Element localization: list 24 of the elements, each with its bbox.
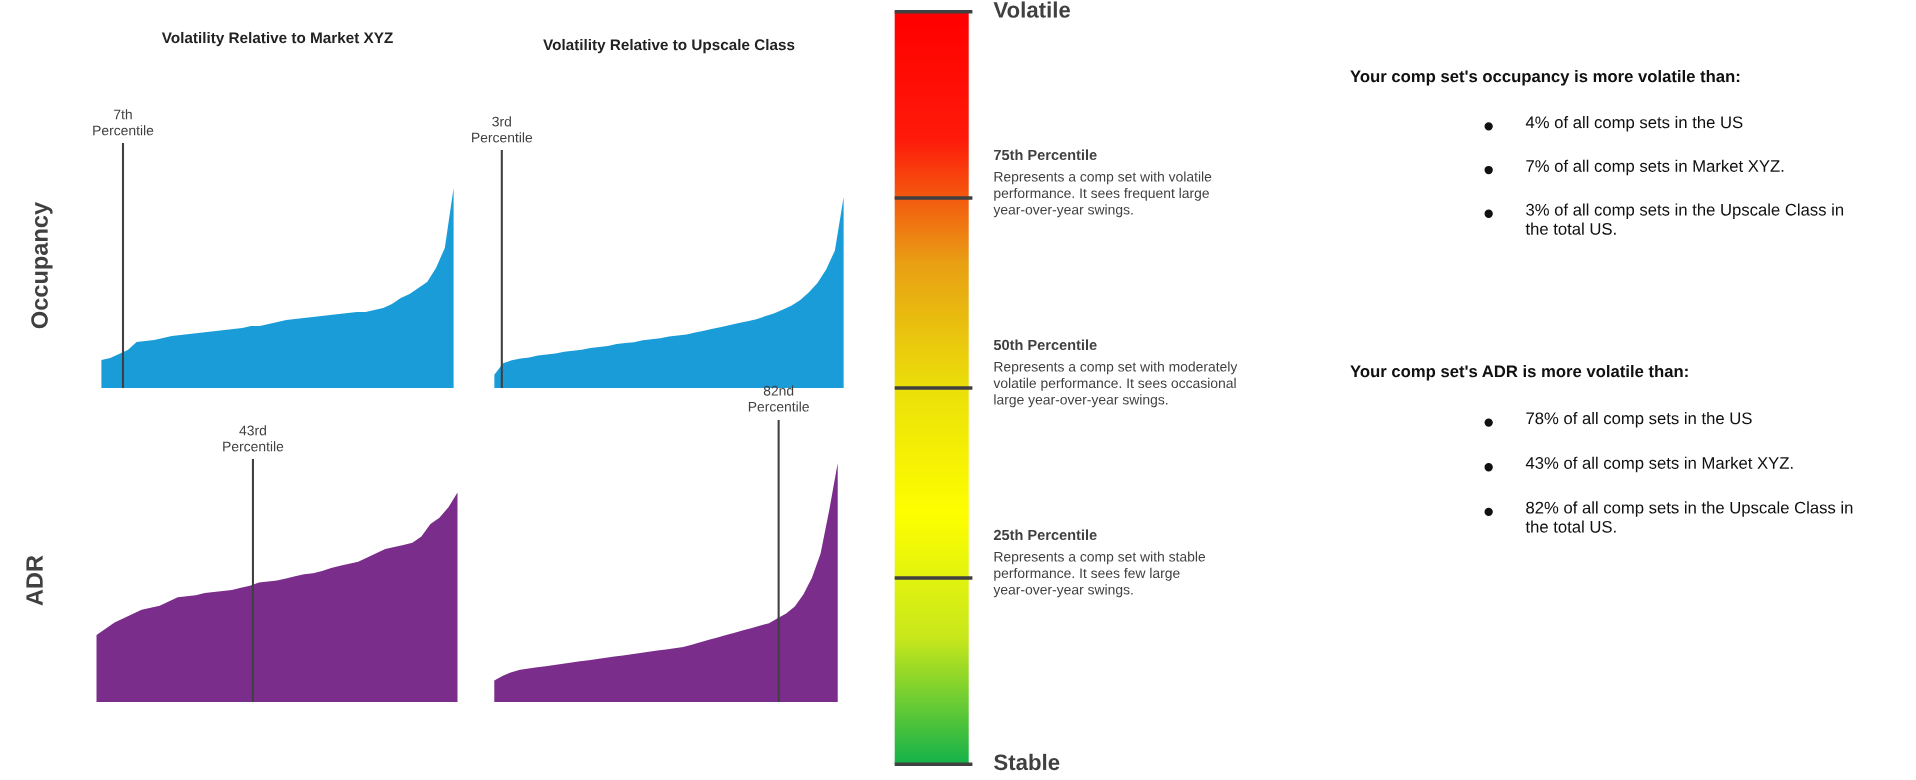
text: Your comp set's ADR is more volatile than:: [1350, 365, 1688, 381]
text: 7% of all comp sets in Market XYZ.: [1526, 159, 1784, 176]
text: 4% of all comp sets in the US: [1525, 116, 1743, 132]
text: Your comp set's occupancy is more volatile than:: [1350, 70, 1740, 86]
text: 3rd Percentile: [472, 116, 533, 143]
text: 50th Percentile: [993, 339, 1097, 351]
text: 75th Percentile: [994, 149, 1097, 161]
text: 3% of all comp sets in the Upscale Class in the total US.: [1525, 203, 1844, 235]
text: 82% of all comp sets in the Upscale Class in the total US.: [1525, 501, 1853, 533]
text: Stable: [994, 753, 1060, 771]
text: 25th Percentile: [993, 529, 1097, 541]
text: 43rd Percentile: [223, 425, 284, 452]
text: Represents a comp set with moderately volatile performance. It sees occasional large year-over-year swings.: [993, 361, 1238, 408]
annotation: 82nd Percentile: [748, 385, 809, 412]
y-axis-title: ADR: [26, 555, 43, 606]
text: Volatile: [993, 1, 1071, 18]
text: Represents a comp set with stable performance. It sees few large year-over-year swings.: [993, 551, 1206, 598]
text: 43% of all comp sets in Market XYZ.: [1525, 456, 1793, 473]
y-axis-title: Occupancy: [31, 201, 53, 329]
text: Represents a comp set with volatile performance. It sees frequent large year-over-year swings.: [993, 171, 1212, 218]
chart-title: Volatility Relative to Market XYZ: [161, 31, 393, 47]
text: 78% of all comp sets in the US: [1526, 412, 1752, 428]
text: 7th Percentile: [93, 109, 154, 136]
chart-title: Volatility Relative to Upscale Class: [543, 38, 795, 54]
